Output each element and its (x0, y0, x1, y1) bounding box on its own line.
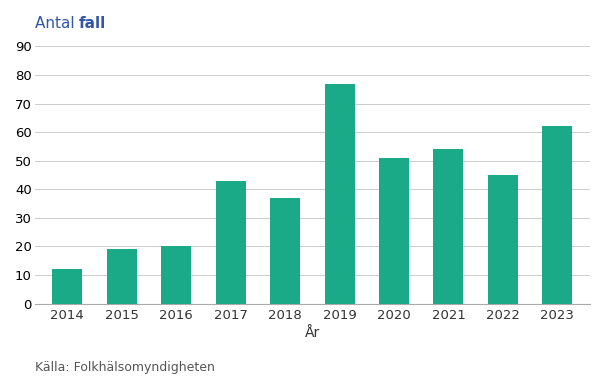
Bar (433, 149, 463, 304)
Bar (542, 127, 572, 304)
Bar (107, 249, 137, 304)
X-axis label: År: År (305, 326, 320, 340)
Bar (53, 269, 82, 304)
Bar (270, 198, 300, 304)
Bar (379, 158, 409, 304)
Text: Antal: Antal (34, 16, 79, 31)
Text: Källa: Folkhälsomyndigheten: Källa: Folkhälsomyndigheten (34, 361, 215, 374)
Bar (488, 175, 518, 304)
Bar (324, 84, 355, 304)
Bar (162, 246, 191, 304)
Text: fall: fall (79, 16, 106, 31)
Bar (216, 181, 246, 304)
